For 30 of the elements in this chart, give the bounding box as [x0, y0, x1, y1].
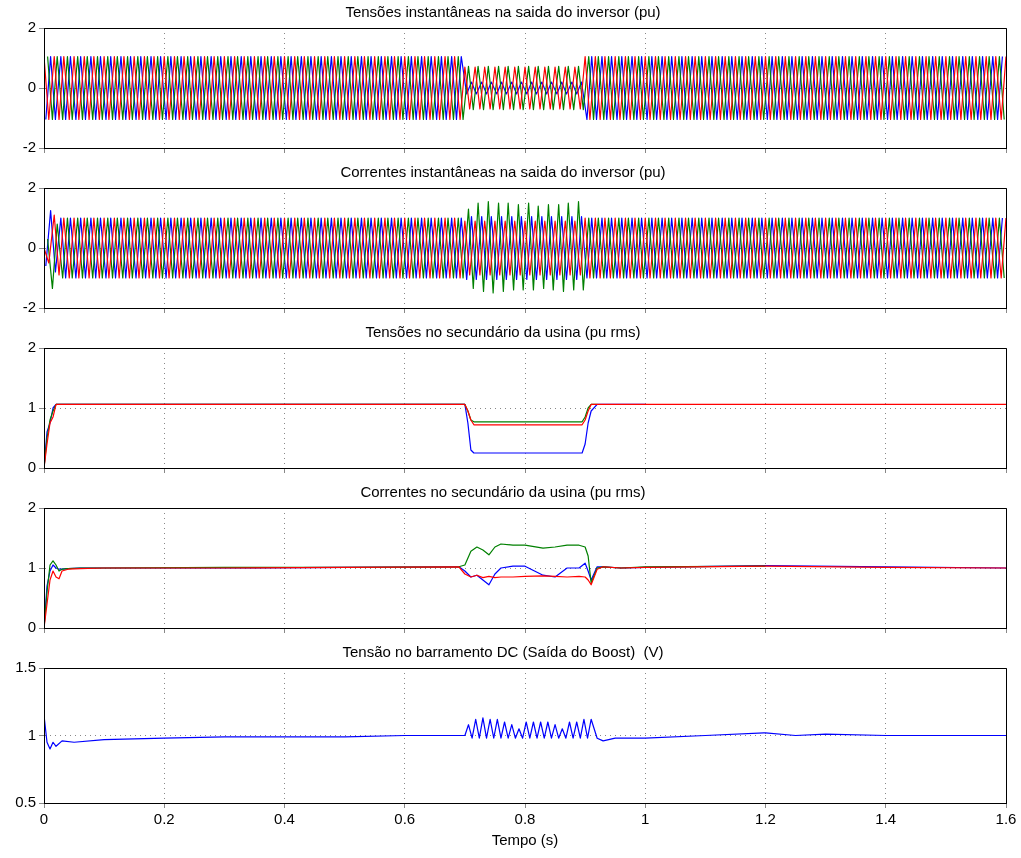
x-tick-label: 1 [641, 810, 650, 828]
y-tick-label: -2 [22, 298, 36, 316]
chart-title: Tensões instantâneas na saida do inversor (pu) [345, 3, 661, 21]
y-tick-label: 1 [27, 398, 36, 416]
chart-title: Correntes no secundário da usina (pu rms) [360, 483, 646, 501]
y-tick-label: 2 [27, 338, 36, 356]
chart-title: Tensões no secundário da usina (pu rms) [365, 323, 641, 341]
x-tick-label: 0.4 [274, 810, 295, 828]
y-tick-label: 2 [27, 178, 36, 196]
y-tick-label: 1.5 [15, 658, 36, 676]
x-tick-label: 0.6 [394, 810, 416, 828]
y-tick-label: 2 [27, 18, 36, 36]
y-tick-label: 0 [27, 78, 36, 96]
x-tick-label: 0 [39, 810, 49, 828]
y-tick-label: -2 [22, 138, 36, 156]
x-tick-label: 0.2 [153, 810, 175, 828]
chart-title: Tensão no barramento DC (Saída do Boost) (V) [342, 643, 664, 661]
x-tick-label: 0.8 [514, 810, 536, 828]
x-tick-label: 1.2 [755, 810, 776, 828]
x-axis-title: Tempo (s) [491, 831, 559, 849]
y-tick-label: 2 [27, 498, 36, 516]
y-tick-label: 1 [27, 725, 36, 743]
y-tick-label: 1 [27, 558, 36, 576]
y-tick-label: 0 [27, 618, 36, 636]
x-tick-label: 1.4 [875, 810, 897, 828]
y-tick-label: 0.5 [15, 793, 36, 811]
y-tick-label: 0 [27, 458, 36, 476]
x-tick-label: 1.6 [995, 810, 1017, 828]
y-tick-label: 0 [27, 238, 36, 256]
chart-title: Correntes instantâneas na saida do inversor (pu) [340, 163, 666, 181]
